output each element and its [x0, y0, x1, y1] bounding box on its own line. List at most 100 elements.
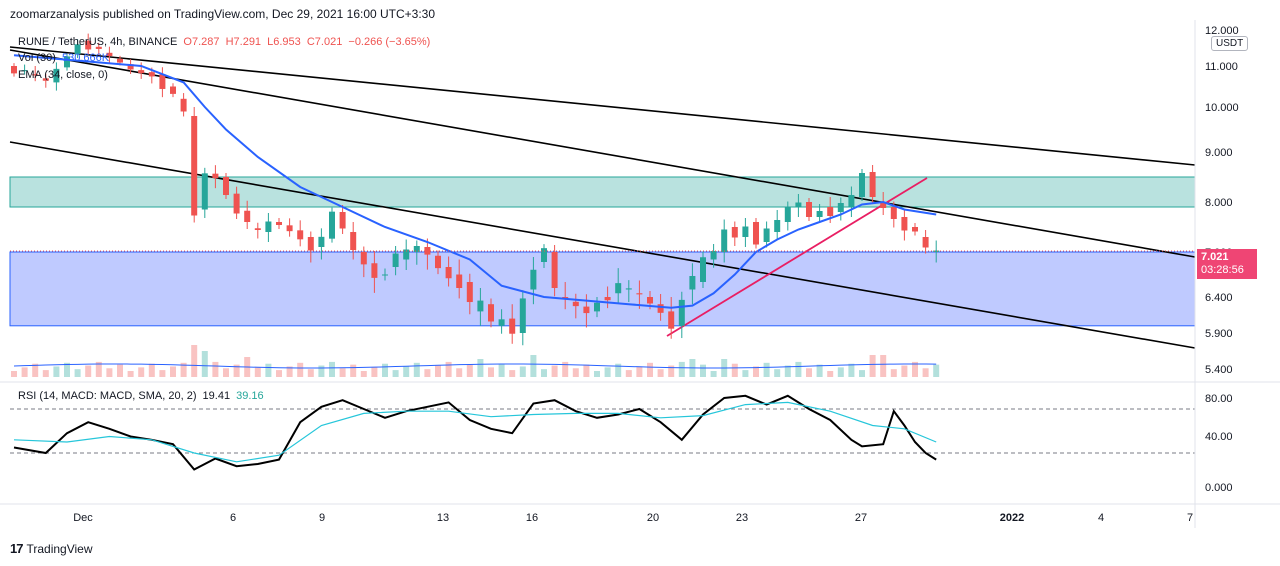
volume-label[interactable]: Vol (30)	[18, 52, 56, 64]
candle-body	[435, 255, 441, 269]
volume-ma-line	[13, 363, 937, 369]
symbol-label[interactable]: RUNE / TetherUS, 4h, BINANCE	[18, 36, 178, 48]
volume-bar	[572, 368, 579, 377]
volume-bar	[774, 369, 781, 377]
volume-bar	[127, 371, 134, 377]
volume-bar	[784, 365, 791, 377]
volume-bar	[859, 370, 865, 377]
volume-bar	[636, 366, 643, 377]
volume-value: 530.666K	[61, 52, 110, 64]
candle-body	[106, 52, 113, 57]
volume-bar	[753, 366, 759, 377]
ema-label[interactable]: EMA (34, close, 0)	[18, 69, 108, 81]
candle-body	[710, 251, 717, 260]
candle-body	[816, 211, 823, 217]
candle-body	[774, 220, 781, 232]
candle-body	[572, 301, 579, 307]
candle-body	[74, 44, 81, 54]
volume-bar	[170, 366, 176, 377]
time-tick-label: 7	[1187, 512, 1193, 524]
resistance-zone	[9, 176, 1196, 208]
candle-body	[254, 228, 261, 230]
volume-bar	[64, 362, 70, 377]
candle-body	[668, 311, 675, 329]
candle-body	[477, 300, 484, 312]
volume-bar	[329, 361, 335, 377]
volume-bar	[594, 371, 600, 377]
candle-body	[880, 202, 887, 208]
candle-body	[806, 202, 812, 217]
currency-badge[interactable]: USDT	[1211, 36, 1249, 51]
candle-body	[827, 207, 834, 216]
candle-body	[922, 237, 929, 248]
time-tick-label: 13	[437, 512, 449, 524]
time-tick-label: 4	[1098, 512, 1104, 524]
candle-body	[85, 40, 92, 50]
volume-bar	[212, 361, 219, 377]
candle-body	[530, 269, 537, 290]
ema-legend: EMA (34, close, 0)	[18, 69, 111, 81]
candle-body	[445, 267, 452, 279]
candle-body	[53, 68, 60, 83]
volume-bar	[233, 364, 240, 377]
volume-bar	[551, 365, 558, 377]
volume-bar	[223, 368, 229, 377]
candle-body	[848, 195, 855, 207]
volume-bar	[360, 371, 367, 377]
volume-bar	[445, 361, 452, 377]
volume-bar	[42, 370, 49, 377]
candle-body	[64, 56, 70, 68]
volume-bar	[933, 364, 940, 377]
candle-body	[223, 177, 229, 195]
candle-body	[753, 222, 759, 245]
volume-bar	[731, 363, 738, 377]
tradingview-logo-icon: 17	[10, 541, 24, 556]
low-value: L6.953	[267, 36, 301, 48]
candle-body	[148, 72, 155, 77]
volume-bar	[53, 366, 60, 377]
candle-body	[625, 288, 632, 290]
candle-body	[731, 227, 738, 238]
candle-body	[382, 274, 388, 276]
candle-body	[42, 78, 49, 81]
volume-bar	[488, 367, 494, 377]
volume-bar	[371, 367, 378, 377]
time-tick-label: 6	[230, 512, 236, 524]
open-value: O7.287	[183, 36, 220, 48]
volume-bar	[562, 361, 569, 377]
volume-bar	[668, 365, 675, 377]
time-tick-label: 9	[319, 512, 325, 524]
candle-body	[201, 173, 208, 210]
volume-bar	[21, 367, 28, 377]
volume-bar	[297, 362, 304, 377]
channel-middle-line	[9, 49, 1196, 258]
candle-body	[297, 230, 304, 240]
volume-bar	[498, 363, 505, 377]
volume-bar	[922, 368, 929, 377]
volume-bar	[477, 359, 484, 377]
candles-layer	[11, 33, 940, 346]
tradingview-branding[interactable]: 17 TradingView	[10, 541, 93, 556]
volume-bar	[307, 369, 314, 377]
volume-bar	[901, 365, 908, 377]
candle-body	[413, 246, 420, 252]
volume-bar	[85, 365, 92, 377]
volume-bar	[742, 370, 749, 377]
volume-bar	[339, 368, 346, 377]
candle-body	[138, 70, 145, 74]
candle-body	[594, 302, 600, 312]
volume-bar	[466, 364, 473, 377]
volume-bar	[95, 361, 102, 377]
candle-body	[657, 304, 664, 313]
candle-body	[509, 318, 516, 334]
volume-bar	[276, 370, 282, 377]
time-tick-label: 16	[526, 512, 538, 524]
volume-bar	[254, 367, 261, 377]
candle-body	[11, 66, 17, 74]
candle-body	[276, 222, 282, 225]
rsi-label[interactable]: RSI (14, MACD: MACD, SMA, 20, 2)	[18, 390, 197, 402]
candle-body	[350, 232, 357, 250]
volume-bar	[350, 364, 357, 377]
last-price-value: 7.021	[1201, 251, 1229, 263]
